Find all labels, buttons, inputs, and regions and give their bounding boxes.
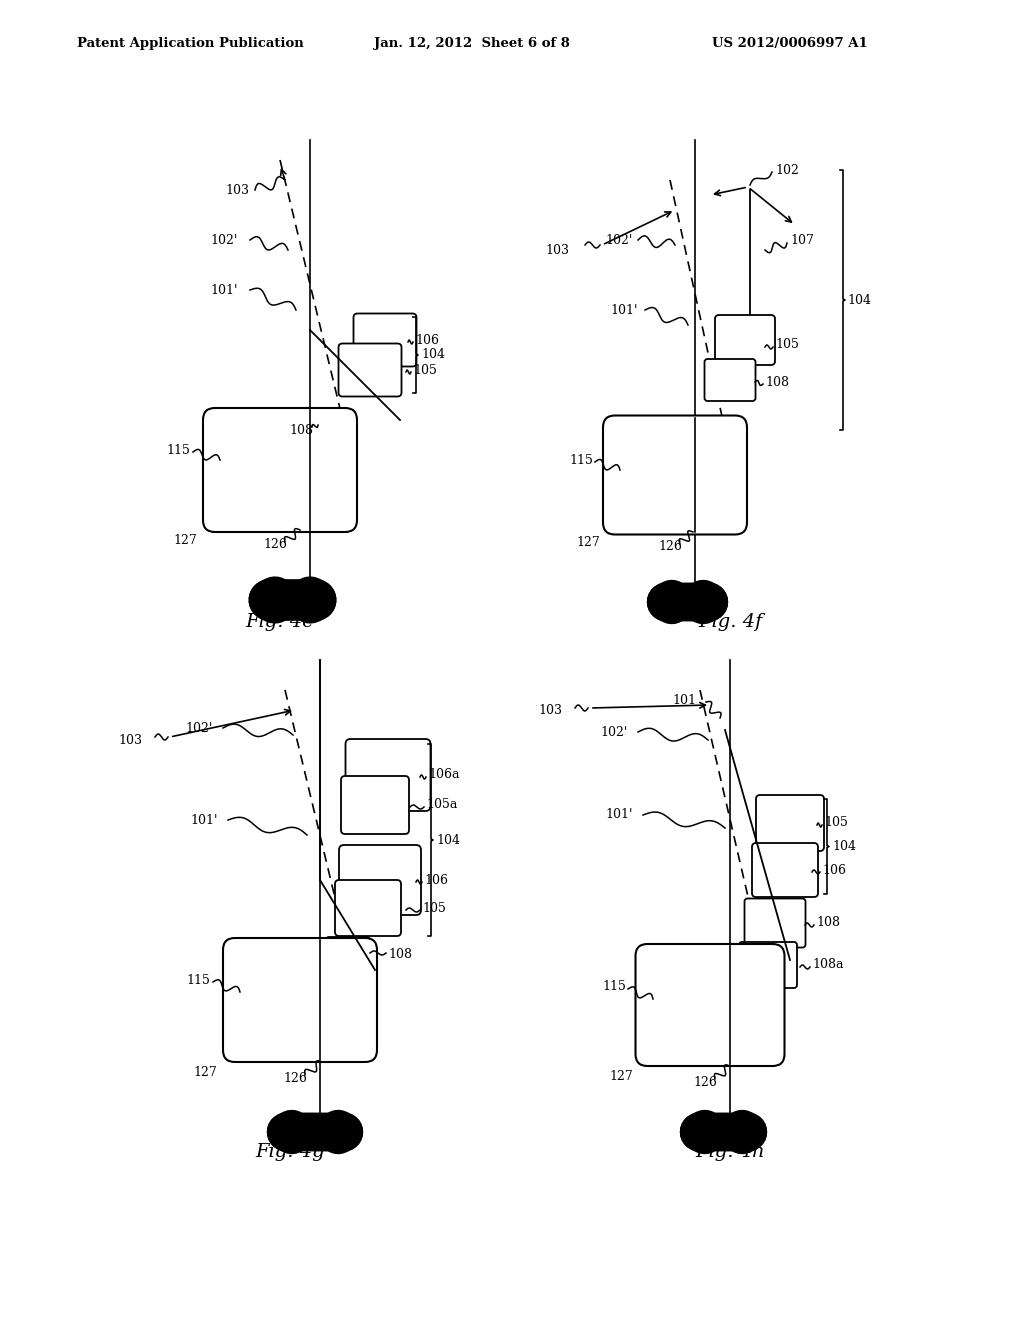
Text: 115: 115 [186,974,210,986]
FancyBboxPatch shape [203,408,357,532]
Text: 104: 104 [421,348,445,362]
Text: 108a: 108a [812,958,844,972]
FancyBboxPatch shape [223,939,377,1063]
Text: 108: 108 [765,375,790,388]
Text: 103: 103 [118,734,142,747]
FancyBboxPatch shape [752,843,818,898]
Text: Fig. 4e: Fig. 4e [246,612,314,631]
Text: 102: 102 [775,164,799,177]
Text: 108: 108 [289,424,313,437]
Text: 105: 105 [413,363,437,376]
FancyBboxPatch shape [326,937,370,973]
Text: 101: 101 [672,693,696,706]
FancyBboxPatch shape [304,413,345,447]
Text: Jan. 12, 2012  Sheet 6 of 8: Jan. 12, 2012 Sheet 6 of 8 [374,37,569,50]
Text: 106: 106 [822,863,846,876]
Text: Fig. 4g: Fig. 4g [255,1143,325,1162]
Text: 102': 102' [185,722,212,734]
Text: 102': 102' [605,234,633,247]
Text: 127: 127 [577,536,600,549]
Text: 103: 103 [545,243,569,256]
Text: 102': 102' [600,726,628,738]
Text: 107: 107 [790,234,814,247]
FancyBboxPatch shape [739,942,797,987]
Text: 104: 104 [831,841,856,854]
FancyBboxPatch shape [339,343,401,396]
Text: 106: 106 [424,874,449,887]
FancyBboxPatch shape [345,739,430,810]
FancyBboxPatch shape [341,776,409,834]
Text: 108: 108 [816,916,840,929]
Text: 126: 126 [263,539,287,552]
FancyBboxPatch shape [715,315,775,366]
FancyBboxPatch shape [756,795,824,851]
Text: 126: 126 [658,540,682,553]
Text: 101': 101' [605,808,633,821]
Text: 115: 115 [166,444,190,457]
Text: 105: 105 [824,817,848,829]
Text: 106: 106 [415,334,439,346]
Text: 102': 102' [210,234,238,247]
Text: Fig. 4h: Fig. 4h [695,1143,765,1162]
Text: 127: 127 [194,1065,217,1078]
Text: 115: 115 [602,981,626,994]
FancyBboxPatch shape [339,845,421,915]
Text: 101': 101' [190,813,217,826]
Text: 126: 126 [283,1072,307,1085]
Text: Fig. 4f: Fig. 4f [697,612,762,631]
FancyBboxPatch shape [603,416,746,535]
Text: 127: 127 [173,533,197,546]
Text: Patent Application Publication: Patent Application Publication [77,37,303,50]
Text: 106a: 106a [428,768,460,781]
Text: US 2012/0006997 A1: US 2012/0006997 A1 [712,37,867,50]
Text: 104: 104 [847,293,871,306]
Text: 103: 103 [538,704,562,717]
Text: 101': 101' [210,284,238,297]
Text: 127: 127 [609,1069,633,1082]
FancyBboxPatch shape [705,359,756,401]
Text: 104: 104 [436,833,460,846]
FancyBboxPatch shape [353,314,417,367]
Text: 101': 101' [610,304,638,317]
Text: 105: 105 [775,338,799,351]
Text: 115: 115 [569,454,593,466]
FancyBboxPatch shape [335,880,401,936]
Text: 108: 108 [388,949,412,961]
Text: 103: 103 [225,183,249,197]
Text: 126: 126 [693,1076,717,1089]
FancyBboxPatch shape [744,899,806,948]
FancyBboxPatch shape [636,944,784,1067]
Text: 105: 105 [422,902,445,915]
Text: 105a: 105a [426,799,458,812]
